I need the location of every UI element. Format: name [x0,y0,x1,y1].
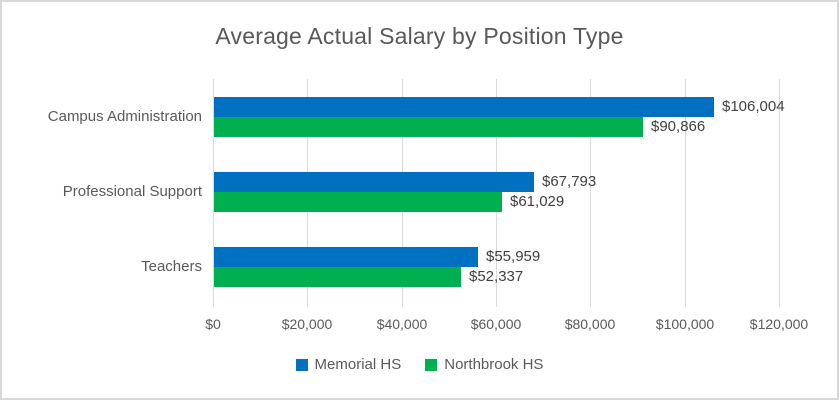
legend-label: Northbrook HS [444,356,544,373]
data-label: $55,959 [486,248,541,265]
bar-northbrook-hs [214,192,502,212]
data-label: $52,337 [469,268,524,285]
category-label-campus-administration: Campus Administration [47,108,202,125]
bar-northbrook-hs [214,117,643,137]
x-axis-tick-label: $0 [205,316,221,332]
legend-swatch-icon [295,358,308,371]
x-axis-tick-label: $120,000 [749,316,809,332]
bar-memorial-hs [214,247,478,267]
bar-memorial-hs [214,172,534,192]
chart-legend: Memorial HS Northbrook HS [2,356,837,373]
data-label: $90,866 [651,118,706,135]
data-label: $67,793 [542,173,597,190]
bar-northbrook-hs [214,267,461,287]
category-label-professional-support: Professional Support [62,183,202,200]
chart-title: Average Actual Salary by Position Type [215,23,624,49]
data-label: $61,029 [510,193,565,210]
gridline [779,79,780,307]
x-axis-tick-label: $40,000 [376,316,428,332]
legend-entry-memorial-hs: Memorial HS [295,356,402,373]
gridline [590,79,591,307]
legend-label: Memorial HS [314,356,402,373]
x-axis-tick-label: $60,000 [470,316,522,332]
legend-swatch-icon [425,358,438,371]
x-axis-tick-label: $20,000 [281,316,333,332]
plot-area: $106,004 $90,866 Campus Administration $67,… [48,79,808,332]
category-label-teachers: Teachers [141,258,202,275]
gridline [685,79,686,307]
bar-memorial-hs [214,97,714,117]
data-label: $106,004 [722,98,785,115]
x-axis-tick-label: $80,000 [564,316,616,332]
x-axis-tick-label: $100,000 [655,316,715,332]
value-axis-line [213,79,214,307]
legend-entry-northbrook-hs: Northbrook HS [425,356,543,373]
